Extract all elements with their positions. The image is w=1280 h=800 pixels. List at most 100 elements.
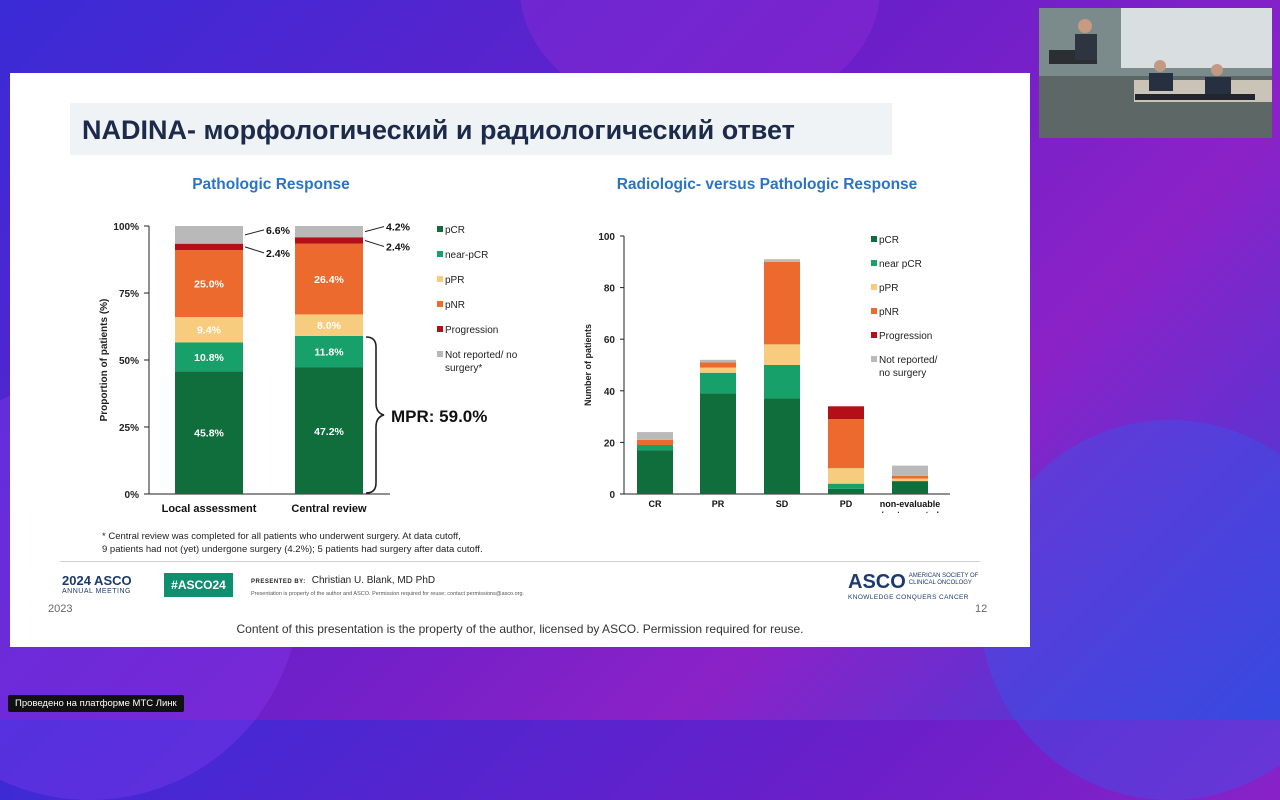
chart1-bar-segment — [295, 367, 363, 494]
video-scene — [1039, 8, 1272, 138]
asco-society-name: AMERICAN SOCIETY OF CLINICAL ONCOLOGY — [909, 573, 979, 587]
chart2-legend-label: no surgery — [879, 368, 926, 379]
presentation-slide: NADINA- морфологический и радиологически… — [10, 73, 1030, 647]
chart1-legend-label: Progression — [445, 325, 498, 336]
speaker-video-feed[interactable] — [1039, 8, 1272, 138]
chart2-category-label: CR — [649, 499, 662, 509]
platform-badge: Проведено на платформе МТС Линк — [8, 695, 184, 712]
asco-logo-text: ASCO — [848, 571, 906, 593]
chart2-legend-label: pCR — [879, 235, 899, 246]
copyright-notice: Content of this presentation is the prop… — [236, 622, 804, 636]
asco-tagline: KNOWLEDGE CONQUERS CANCER — [848, 594, 969, 601]
chart1-data-label: 4.2% — [386, 222, 411, 234]
chart2-legend-swatch — [871, 332, 877, 338]
chart1-data-label: 9.4% — [197, 325, 222, 337]
chart1-legend-swatch — [437, 326, 443, 332]
chart1-data-label: 11.8% — [314, 347, 344, 359]
chart2-ylabel: Number of patients — [583, 324, 593, 406]
chart2-legend-swatch — [871, 284, 877, 290]
chart2-bar-segment — [637, 439, 673, 445]
chart2-bar-segment — [764, 365, 800, 399]
slide-title: NADINA- морфологический и радиологически… — [82, 115, 795, 145]
chart2-bar-segment — [828, 419, 864, 469]
chart2-bar-segment — [764, 259, 800, 262]
chart2-bar-segment — [828, 488, 864, 494]
chart2-legend-label: pNR — [879, 307, 899, 318]
chart1-legend-label: pPR — [445, 275, 464, 286]
hashtag-badge: #ASCO24 — [164, 573, 233, 597]
chart2-legend-label: near pCR — [879, 259, 922, 270]
chart1-legend-swatch — [437, 251, 443, 257]
chart1-bar-segment — [175, 226, 243, 244]
chart2-ytick-label: 20 — [604, 438, 616, 449]
asco-annual-meeting-logo: 2024 ASCO ANNUAL MEETING — [62, 573, 132, 595]
chart1-legend-label: pNR — [445, 300, 465, 311]
chart1-bar-segment — [295, 314, 363, 336]
chart1-legend-label: surgery* — [445, 363, 482, 374]
chart1-data-label: 45.8% — [194, 428, 224, 440]
chart2-category-label: PR — [712, 499, 725, 509]
chart2-bar-segment — [700, 393, 736, 494]
chart2-legend-label: Progression — [879, 331, 932, 342]
chart1-ytick-label: 25% — [119, 423, 139, 434]
chart1-ylabel: Proportion of patients (%) — [99, 299, 110, 422]
chart1-data-label: 47.2% — [314, 426, 344, 438]
chart1-bar-segment — [175, 317, 243, 343]
slide-year-partial: 2023 — [48, 603, 73, 615]
chart1-legend-label: pCR — [445, 225, 465, 236]
chart2-legend-swatch — [871, 260, 877, 266]
chart2-legend-swatch — [871, 308, 877, 314]
footer-divider — [60, 561, 980, 562]
chart2-bar-segment — [637, 450, 673, 494]
asco-meeting-year: 2024 ASCO — [62, 573, 132, 588]
charts-area: Pathologic Response Proportion of patien… — [99, 176, 950, 513]
asco-meeting-sub: ANNUAL MEETING — [62, 588, 131, 595]
chart1-data-label: 25.0% — [194, 279, 224, 291]
chart2-bar-segment — [892, 475, 928, 479]
chart2-bar-segment — [764, 261, 800, 345]
chart1-label-leader — [244, 246, 265, 254]
chart1-bar-segment — [295, 335, 363, 368]
chart1-data-label: 6.6% — [266, 225, 291, 237]
chart1-bar-segment — [175, 342, 243, 372]
chart1-bar-segment — [295, 237, 363, 244]
chart2-title: Radiologic- versus Pathologic Response — [617, 176, 918, 193]
chart2-legend-label: pPR — [879, 283, 898, 294]
chart1-bar-segment — [175, 371, 243, 494]
chart1-data-label: 26.4% — [314, 274, 344, 286]
chart1-data-label: 2.4% — [386, 241, 411, 253]
chart2-ytick-label: 80 — [604, 284, 616, 295]
footnote-line: 9 patients had not (yet) undergone surge… — [102, 544, 483, 555]
chart2-bar-segment — [828, 483, 864, 489]
footnote: * Central review was completed for all p… — [102, 530, 483, 556]
chart2-ytick-label: 40 — [604, 387, 616, 398]
chart2-ytick-label: 100 — [598, 232, 615, 243]
chart1-data-label: 2.4% — [266, 248, 291, 260]
chart2-bar-segment — [700, 367, 736, 373]
chart2-bar-segment — [764, 344, 800, 365]
chart2-legend-label: Not reported/ — [879, 355, 938, 366]
chart1-ytick-label: 0% — [125, 490, 140, 501]
presenter-note: Presentation is property of the author a… — [251, 591, 525, 597]
mpr-annotation: MPR: 59.0% — [391, 407, 487, 426]
chart1-category-label: Local assessment — [162, 503, 257, 513]
presenter-name: Christian U. Blank, MD PhD — [311, 575, 436, 586]
chart2-bar-segment — [828, 406, 864, 420]
chart2-ytick-label: 60 — [604, 335, 616, 346]
chart2-bar-segment — [637, 432, 673, 440]
chart2-bar-segment — [700, 359, 736, 363]
chart1-label-leader — [244, 229, 265, 236]
chart2-bar-segment — [892, 481, 928, 494]
chart2-bar-segment — [892, 465, 928, 476]
chart1-bar-segment — [295, 226, 363, 238]
chart2-legend-swatch — [871, 236, 877, 242]
chart2-ytick-label: 0 — [609, 490, 615, 501]
chart2-legend-swatch — [871, 356, 877, 362]
chart2-bar-segment — [764, 398, 800, 494]
chart2-category-label: PD — [840, 499, 853, 509]
asco-society-logo: ASCO AMERICAN SOCIETY OF CLINICAL ONCOLOGY… — [848, 571, 978, 601]
asco-society-line: AMERICAN SOCIETY OF — [908, 573, 979, 579]
chart2-category-label: / not reported — [881, 510, 939, 513]
chart2-bar-segment — [700, 362, 736, 368]
chart1-bar-segment — [175, 250, 243, 318]
